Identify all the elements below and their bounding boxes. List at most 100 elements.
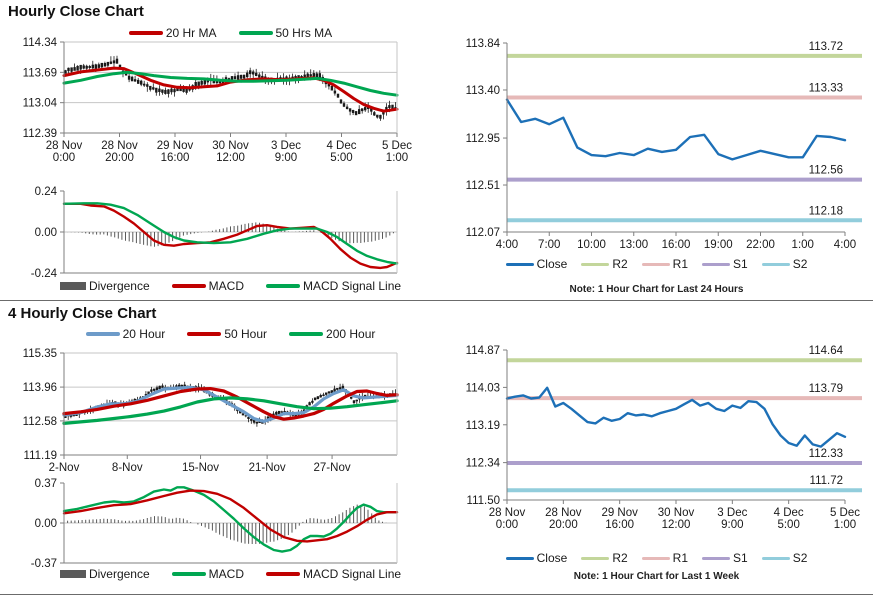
legend-label: MACD Signal Line <box>303 279 402 293</box>
svg-text:28 Nov: 28 Nov <box>545 507 582 519</box>
series-macd-signal-line <box>62 489 399 543</box>
legend-label: S2 <box>792 257 808 271</box>
svg-text:12:00: 12:00 <box>662 519 691 531</box>
svg-text:4:00: 4:00 <box>496 239 518 251</box>
y-axis-labels: 0.24 0.00 -0.24 <box>31 186 64 280</box>
axes <box>63 353 398 456</box>
legend-label: S1 <box>733 551 748 565</box>
axes <box>63 42 398 134</box>
legend-label: S1 <box>733 257 748 271</box>
svg-text:1:00: 1:00 <box>386 152 408 164</box>
legend-label: Close <box>536 257 568 271</box>
legend-label: Close <box>536 551 568 565</box>
svg-text:113.69: 113.69 <box>23 67 57 79</box>
series-macd <box>62 202 399 270</box>
svg-text:2-Nov: 2-Nov <box>49 462 80 474</box>
series-close <box>505 98 847 161</box>
hourly-pivot-chart: 113.72 113.33 112.56 112.18 113.84 113.40 112.… <box>466 38 862 251</box>
legend-label: R2 <box>612 257 628 271</box>
legend-hourly-macd: Divergence MACD MACD Signal Line <box>59 279 401 293</box>
svg-text:20:00: 20:00 <box>549 519 578 531</box>
y-axis-labels: 113.84 113.40 112.95 112.51 112.07 <box>466 38 507 239</box>
svg-text:5 Dec: 5 Dec <box>382 140 412 152</box>
section-divider <box>0 300 873 301</box>
svg-text:112.58: 112.58 <box>23 416 57 428</box>
svg-text:30 Nov: 30 Nov <box>212 140 249 152</box>
svg-text:111.50: 111.50 <box>467 495 500 507</box>
x-axis-labels: 2-Nov 8-Nov 15-Nov 21-Nov 27-Nov <box>49 455 351 474</box>
svg-text:3 Dec: 3 Dec <box>271 140 301 152</box>
weekly-pivot-chart: 114.64 113.79 112.33 111.72 114.87 114.03 113.… <box>466 345 862 531</box>
series-50-hour <box>62 386 399 421</box>
legend-swatch-macd <box>171 572 206 576</box>
legend-item-macd-signal-line: MACD Signal Line <box>266 279 401 293</box>
svg-text:5:00: 5:00 <box>777 519 799 531</box>
svg-text:113.04: 113.04 <box>23 98 58 110</box>
legend-item-macd-signal-line: MACD Signal Line <box>266 567 401 581</box>
legend-item-r1: R1 <box>641 257 688 271</box>
svg-text:0.00: 0.00 <box>35 227 57 239</box>
legend-swatch-50-hrs-ma <box>238 31 273 35</box>
legend-item-50-hrs-ma: 50 Hrs MA <box>238 26 332 40</box>
svg-text:4 Dec: 4 Dec <box>326 140 356 152</box>
legend-item-divergence: Divergence <box>59 567 150 581</box>
series-50-hrs-ma <box>62 70 399 97</box>
legend-swatch-macd-signal-line <box>266 572 300 576</box>
svg-text:0.24: 0.24 <box>35 186 58 198</box>
level-label-r1: 113.33 <box>809 82 843 94</box>
level-label-s1: 112.33 <box>809 448 843 460</box>
section1-title: Hourly Close Chart <box>8 3 144 20</box>
legend-4hourly-macd: Divergence MACD MACD Signal Line <box>59 567 401 581</box>
svg-text:28 Nov: 28 Nov <box>489 507 526 519</box>
divergence-bars <box>63 504 387 544</box>
legend-swatch-s1 <box>702 262 730 266</box>
series-macd <box>62 486 399 553</box>
level-label-r2: 113.72 <box>809 41 843 53</box>
y-axis-labels: 115.35 113.96 112.58 111.19 <box>23 348 64 462</box>
level-label-r1: 113.79 <box>809 383 843 395</box>
svg-text:30 Nov: 30 Nov <box>658 507 695 519</box>
legend-item-s1: S1 <box>702 551 748 565</box>
legend-swatch-r2 <box>581 556 610 560</box>
svg-text:20:00: 20:00 <box>105 152 134 164</box>
legend-label: R1 <box>672 257 688 271</box>
candlesticks <box>64 55 397 121</box>
svg-text:113.40: 113.40 <box>466 85 500 97</box>
legend-4hourly-close: 20 Hour 50 Hour 200 Hour <box>64 327 397 341</box>
legend-swatch-r1 <box>641 556 670 560</box>
svg-text:4:00: 4:00 <box>834 239 856 251</box>
svg-text:113.19: 113.19 <box>466 420 500 432</box>
legend-item-divergence: Divergence <box>59 279 150 293</box>
svg-text:27-Nov: 27-Nov <box>314 462 351 474</box>
series-close <box>505 386 847 448</box>
y-axis-labels: 0.37 0.00 -0.37 <box>31 478 64 570</box>
axes <box>506 350 845 501</box>
legend-label: 20 Hour <box>122 327 166 341</box>
legend-swatch-close <box>505 556 534 560</box>
svg-text:111.19: 111.19 <box>24 450 57 462</box>
4hourly-macd-chart: 0.37 0.00 -0.37 <box>31 478 399 570</box>
svg-text:9:00: 9:00 <box>721 519 743 531</box>
svg-text:15-Nov: 15-Nov <box>182 462 219 474</box>
svg-text:113.84: 113.84 <box>466 38 501 50</box>
svg-text:114.03: 114.03 <box>466 382 500 394</box>
legend-label: R1 <box>672 551 688 565</box>
legend-item-r2: R2 <box>581 551 628 565</box>
legend-swatch-20-hr-ma <box>128 31 163 35</box>
legend-item-s2: S2 <box>761 257 808 271</box>
gridlines <box>64 352 397 422</box>
legend-label: Divergence <box>88 567 150 581</box>
svg-text:29 Nov: 29 Nov <box>601 507 638 519</box>
legend-item-200-hour: 200 Hour <box>289 327 375 341</box>
svg-text:7:00: 7:00 <box>538 239 560 251</box>
svg-text:5:00: 5:00 <box>330 152 352 164</box>
x-axis-labels: 4:00 7:00 10:00 13:00 16:00 19:00 22:00 1:00 4:0… <box>496 232 856 251</box>
svg-text:113.96: 113.96 <box>23 382 57 394</box>
svg-text:29 Nov: 29 Nov <box>157 140 194 152</box>
y-axis-labels: 114.87 114.03 113.19 112.34 111.50 <box>466 345 507 507</box>
level-label-s1: 112.56 <box>809 165 843 177</box>
svg-text:16:00: 16:00 <box>605 519 634 531</box>
svg-text:1:00: 1:00 <box>834 519 856 531</box>
